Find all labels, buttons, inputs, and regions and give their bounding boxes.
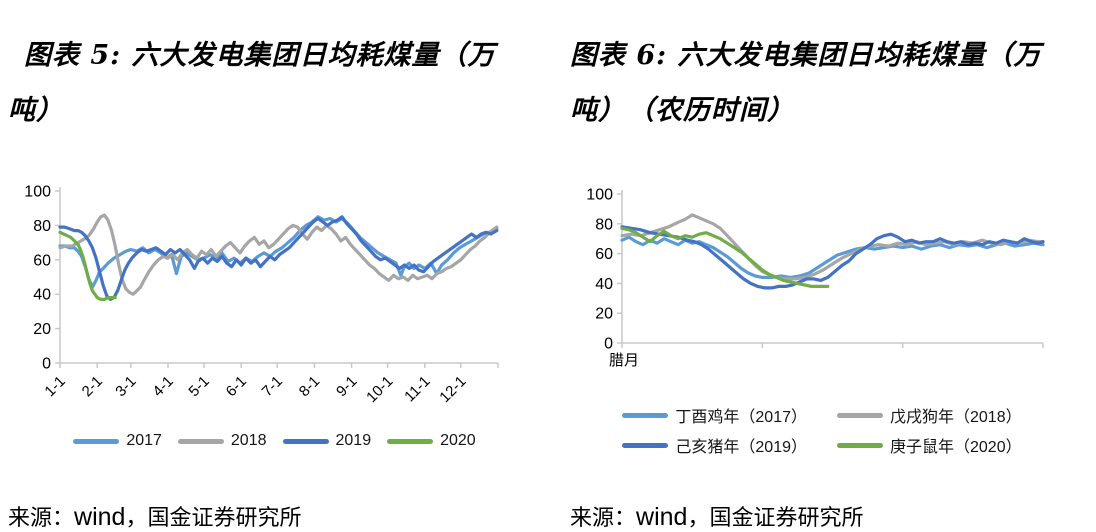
legend-line-sample (73, 438, 120, 444)
legend-item-戊戌狗年（2018）: 戊戌狗年（2018） (837, 403, 1022, 427)
y-tick-label: 40 (33, 287, 51, 304)
legend-item-2020: 2020 (387, 432, 476, 450)
x-tick-label: 3-1 (112, 373, 139, 400)
y-tick-label: 20 (33, 321, 51, 338)
y-tick-label: 80 (33, 218, 51, 235)
series-line-庚子鼠年（2020） (620, 226, 830, 289)
legend-item-2017: 2017 (73, 432, 162, 450)
y-axis: 0 20 40 60 80 100 (24, 184, 61, 373)
series-line-2018 (58, 213, 499, 296)
y-axis: 0 20 40 60 80 100 (586, 187, 623, 353)
legend-label: 己亥猪年（2019） (675, 439, 807, 456)
y-tick-label: 100 (24, 184, 51, 201)
y-tick-label: 100 (586, 187, 613, 204)
x-axis: 腊月 (609, 342, 1044, 369)
legend-item-己亥猪年（2019）: 己亥猪年（2019） (622, 433, 807, 457)
source-vendor: wind (636, 503, 688, 531)
figure-5-source: 来源：wind，国金证券研究所 (8, 500, 541, 532)
legend-item-2019: 2019 (282, 432, 372, 450)
figure-6-legend: 丁酉鸡年（2017） 戊戌狗年（2018） 己亥猪年（2019） 庚子鼠年（2020） (570, 403, 1074, 457)
legend-label: 2017 (126, 432, 162, 449)
x-tick-label: 7-1 (259, 373, 286, 400)
series-lines (58, 213, 499, 302)
series-line-己亥猪年（2019） (620, 225, 1045, 290)
y-tick-label: 0 (604, 336, 613, 353)
legend-label: 2018 (230, 432, 267, 449)
series-line-丁酉鸡年（2017） (620, 235, 1045, 280)
y-tick-label: 20 (595, 306, 613, 323)
figure-6-title: 图表 6: 六大发电集团日均耗煤量（万 吨） （农历时间） (570, 40, 1042, 127)
x-tick-label: 6-1 (223, 373, 250, 400)
x-tick-label: 1-1 (41, 373, 68, 400)
legend-label: 2019 (335, 432, 372, 449)
legend-line-sample (622, 412, 669, 418)
x-tick-label: 4-1 (149, 373, 176, 400)
legend-label: 丁酉鸡年（2017） (675, 409, 807, 426)
legend-line-sample (622, 442, 669, 448)
source-vendor: wind (74, 503, 126, 531)
legend-line-sample (387, 438, 434, 444)
legend-item-丁酉鸡年（2017）: 丁酉鸡年（2017） (622, 403, 807, 427)
figure-5-legend: 2017 2018 2019 2020 (8, 432, 541, 450)
legend-item-庚子鼠年（2020）: 庚子鼠年（2020） (837, 433, 1022, 457)
figure-6: 图表 6: 六大发电集团日均耗煤量（万 吨） （农历时间） 0 20 40 60 80 1… (570, 4, 1074, 532)
figure-5: 图表 5: 六大发电集团日均耗煤量（万 吨） 0 20 40 60 80 100 1-1 2-… (8, 4, 541, 532)
x-tick-label: 腊月 (609, 352, 639, 369)
y-tick-label: 60 (595, 246, 613, 263)
x-tick-label: 12-1 (436, 373, 469, 406)
legend-label: 2020 (440, 432, 476, 449)
x-axis: 1-1 2-1 3-1 4-1 5-1 6-1 7-1 8-1 9-1 10-1 11-1 12-1 (41, 362, 499, 406)
legend-line-sample (837, 442, 883, 448)
x-tick-label: 11-1 (401, 373, 433, 405)
series-line-2019 (58, 215, 499, 302)
series-lines (620, 213, 1045, 290)
legend-line-sample (282, 438, 329, 444)
legend-item-2018: 2018 (177, 432, 267, 450)
y-tick-label: 80 (595, 216, 613, 233)
y-tick-label: 60 (33, 252, 51, 269)
x-tick-label: 10-1 (363, 373, 396, 406)
legend-line-sample (837, 412, 883, 418)
y-tick-label: 40 (595, 276, 613, 293)
y-tick-label: 0 (42, 356, 51, 373)
legend-label: 戊戌狗年（2018） (890, 409, 1022, 426)
x-tick-label: 5-1 (185, 373, 212, 400)
figure-5-title: 图表 5: 六大发电集团日均耗煤量（万 吨） (8, 40, 496, 127)
legend-label: 庚子鼠年（2020） (890, 439, 1022, 456)
figure-6-source: 来源：wind，国金证券研究所 (570, 500, 1074, 532)
x-tick-label: 2-1 (79, 373, 106, 400)
x-tick-label: 9-1 (333, 373, 360, 400)
series-line-2020 (58, 230, 117, 302)
legend-line-sample (177, 438, 224, 444)
x-tick-label: 8-1 (296, 373, 323, 400)
figure-6-chart-block: 0 20 40 60 80 100 腊月 丁酉鸡年（2017） 戊戌狗年（2018） 己亥猪年（… (570, 157, 1074, 473)
series-line-2017 (58, 215, 499, 289)
figure-5-chart-block: 0 20 40 60 80 100 1-1 2-1 3-1 4-1 5-1 6-1 7-1 8-1 9-1 1… (8, 157, 541, 473)
figure-6-line-chart: 0 20 40 60 80 100 腊月 (586, 187, 1045, 369)
